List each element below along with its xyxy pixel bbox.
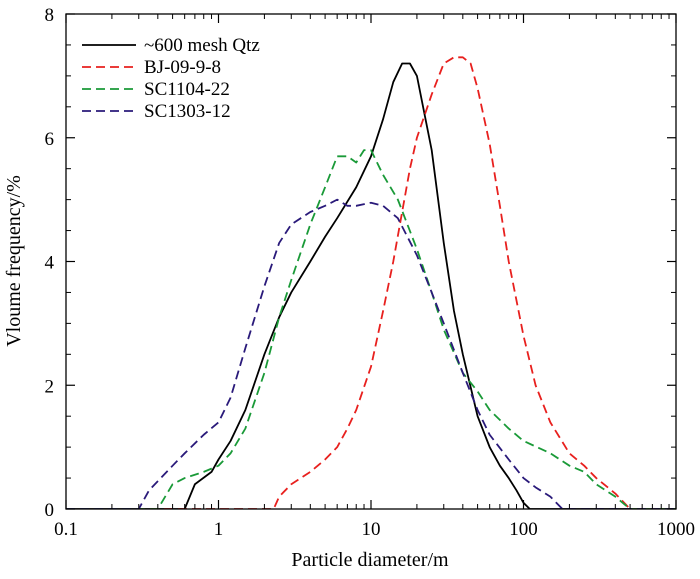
legend-label-1: ~600 mesh Qtz xyxy=(144,35,260,56)
y-tick-label: 2 xyxy=(45,376,55,397)
x-tick-label: 1 xyxy=(214,519,224,540)
series-line-1 xyxy=(66,62,676,509)
y-tick-label: 4 xyxy=(45,253,55,274)
y-tick-label: 0 xyxy=(45,500,55,521)
x-tick-label: 10 xyxy=(362,519,381,540)
series-line-2 xyxy=(66,56,676,509)
y-tick-label: 8 xyxy=(45,5,55,26)
series-line-3 xyxy=(66,149,676,509)
y-axis-label: Vloume frequency/% xyxy=(3,175,25,347)
legend-label-4: SC1303-12 xyxy=(144,101,231,122)
x-tick-label: 0.1 xyxy=(54,519,78,540)
x-tick-label: 1000 xyxy=(657,519,695,540)
legend-label-2: BJ-09-9-8 xyxy=(144,57,221,78)
series-line-4 xyxy=(66,198,676,509)
plot-area xyxy=(66,56,676,509)
legend-label-3: SC1104-22 xyxy=(144,79,230,100)
y-tick-label: 6 xyxy=(45,129,55,150)
axes: 0.1 1 10 100 1000 0 2 4 6 8 xyxy=(45,5,696,540)
x-axis-label: Particle diameter/m xyxy=(291,549,449,571)
x-tick-label: 100 xyxy=(509,519,538,540)
